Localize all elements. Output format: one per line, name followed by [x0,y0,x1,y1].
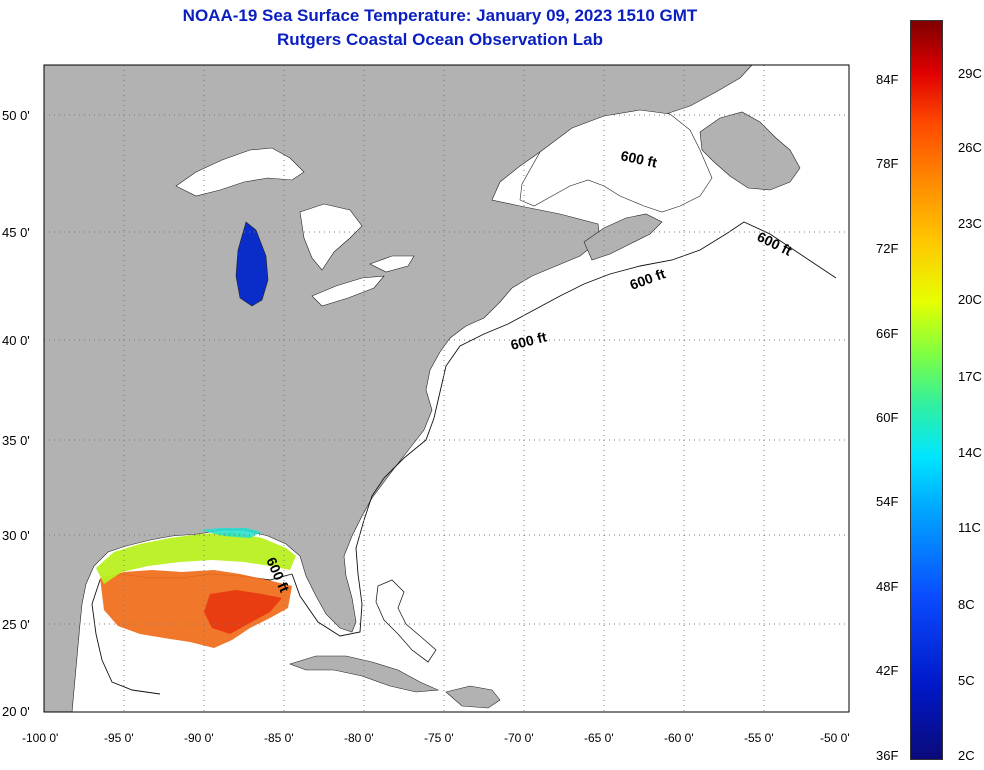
sst-map: 600 ft 600 ft 600 ft 600 ft 600 ft 50 0'… [2,64,850,745]
st-lawrence-water [519,109,713,213]
sst-hot-core [204,590,282,634]
colorbar-celsius-label: 5C [958,673,975,688]
lon-tick-label: -55 0' [744,731,774,745]
map-title: NOAA-19 Sea Surface Temperature: January… [182,6,698,25]
lat-tick-label: 25 0' [2,617,30,632]
colorbar-fahrenheit-label: 72F [876,241,899,256]
colorbar-celsius-label: 26C [958,140,982,155]
colorbar-celsius-label: 11C [958,520,981,535]
temperature-colorbar [910,20,943,760]
colorbar-celsius-label: 23C [958,216,982,231]
lat-tick-label: 35 0' [2,433,30,448]
colorbar-fahrenheit-label: 54F [876,494,899,509]
florida-shelf-contour [291,519,365,637]
colorbar-fahrenheit-label: 78F [876,156,899,171]
lat-tick-label: 50 0' [2,108,30,123]
colorbar-fahrenheit-label: 60F [876,410,899,425]
map-frame [43,64,850,713]
lake-superior [175,147,305,197]
colorbar-celsius-label: 8C [958,597,975,612]
lat-tick-label: 20 0' [2,704,30,719]
lon-tick-label: -80 0' [344,731,374,745]
lon-tick-label: -85 0' [264,731,294,745]
shelf-contour-east [363,221,837,521]
lon-tick-label: -50 0' [820,731,850,745]
newfoundland-land [699,111,801,191]
lat-tick-label: 45 0' [2,225,30,240]
colorbar-fahrenheit-label: 36F [876,748,899,763]
nova-scotia-land [583,213,663,261]
colorbar-celsius-label: 20C [958,292,982,307]
lon-tick-label: -65 0' [584,731,614,745]
sst-warm-gulf [100,570,292,648]
sst-coastal-cool [96,532,296,584]
contour-label: 600 ft [619,147,658,170]
sst-coastal-cyan [200,528,262,538]
lake-michigan [235,221,269,307]
bahamas-outline [375,579,437,663]
colorbar-celsius-label: 29C [958,66,982,81]
lon-tick-label: -90 0' [184,731,214,745]
map-subtitle: Rutgers Coastal Ocean Observation Lab [277,30,603,49]
north-america-land [43,64,753,713]
colorbar-fahrenheit-label: 48F [876,579,899,594]
lon-tick-label: -75 0' [424,731,454,745]
lake-erie [311,275,385,307]
colorbar-celsius-label: 2C [958,748,975,763]
colorbar-fahrenheit-label: 66F [876,326,899,341]
colorbar-celsius-label: 14C [958,445,982,460]
lat-tick-label: 40 0' [2,333,30,348]
colorbar-fahrenheit-label: 42F [876,663,899,678]
lat-tick-label: 30 0' [2,528,30,543]
colorbar-celsius-label: 17C [958,369,982,384]
lake-ontario [369,255,415,273]
lon-tick-label: -70 0' [504,731,534,745]
lon-tick-label: -60 0' [664,731,694,745]
lon-tick-label: -100 0' [22,731,58,745]
colorbar-fahrenheit-label: 84F [876,72,899,87]
grid-lines [44,65,849,712]
cuba-land [289,655,440,693]
lake-huron [299,203,363,271]
lon-tick-label: -95 0' [104,731,134,745]
hispaniola-land [445,685,501,709]
